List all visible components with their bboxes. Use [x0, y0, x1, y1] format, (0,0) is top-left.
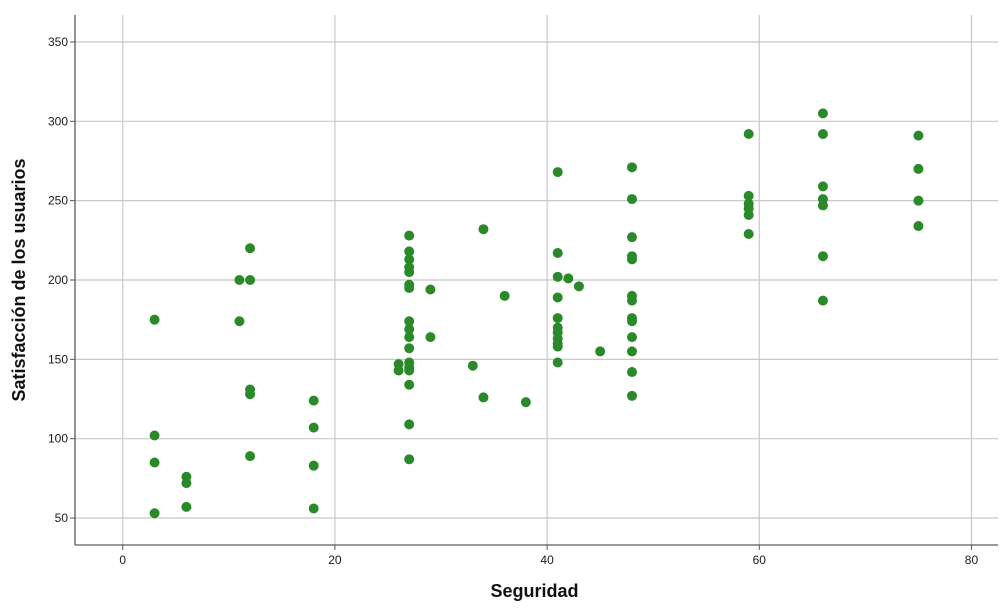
data-point	[245, 243, 256, 254]
data-point	[913, 195, 924, 206]
data-points	[149, 108, 924, 519]
data-point	[425, 284, 436, 295]
data-point	[626, 390, 637, 401]
x-axis-title: Seguridad	[490, 581, 578, 601]
data-point	[626, 232, 637, 243]
data-point	[626, 295, 637, 306]
y-axis-title: Satisfacción de los usuarios	[9, 158, 29, 401]
data-point	[308, 460, 319, 471]
data-point	[626, 346, 637, 357]
axes	[70, 15, 998, 550]
data-point	[404, 230, 415, 241]
data-point	[520, 397, 531, 408]
data-point	[308, 395, 319, 406]
data-point	[626, 194, 637, 205]
data-point	[595, 346, 606, 357]
data-point	[552, 248, 563, 259]
data-point	[817, 108, 828, 119]
data-point	[626, 367, 637, 378]
y-tick-label: 100	[48, 432, 68, 446]
data-point	[308, 422, 319, 433]
data-point	[552, 271, 563, 282]
data-point	[743, 209, 754, 220]
data-point	[817, 181, 828, 192]
data-point	[552, 341, 563, 352]
data-point	[149, 430, 160, 441]
data-point	[404, 282, 415, 293]
y-tick-label: 250	[48, 194, 68, 208]
data-point	[181, 478, 192, 489]
data-point	[626, 162, 637, 173]
data-point	[743, 129, 754, 140]
data-point	[743, 228, 754, 239]
data-point	[245, 389, 256, 400]
data-point	[467, 360, 478, 371]
data-point	[626, 254, 637, 265]
y-tick-label: 300	[48, 114, 68, 128]
data-point	[181, 501, 192, 512]
data-point	[404, 419, 415, 430]
data-point	[573, 281, 584, 292]
data-point	[404, 324, 415, 335]
data-point	[552, 167, 563, 178]
data-point	[404, 254, 415, 265]
y-tick-label: 150	[48, 352, 68, 366]
data-point	[552, 292, 563, 303]
data-point	[234, 316, 245, 327]
data-point	[913, 221, 924, 232]
data-point	[743, 190, 754, 201]
data-point	[404, 343, 415, 354]
data-point	[404, 316, 415, 327]
y-tick-label: 200	[48, 273, 68, 287]
x-tick-label: 0	[119, 553, 126, 567]
data-point	[626, 332, 637, 343]
data-point	[404, 365, 415, 376]
data-point	[626, 316, 637, 327]
data-point	[149, 314, 160, 325]
data-point	[817, 295, 828, 306]
data-point	[404, 454, 415, 465]
data-point	[913, 163, 924, 174]
data-point	[149, 457, 160, 468]
data-point	[404, 267, 415, 278]
data-point	[563, 273, 574, 284]
tick-labels: 0 20 40 60 80 50 100 150 200 250 300 350	[48, 35, 979, 567]
data-point	[478, 224, 489, 235]
data-point	[913, 130, 924, 141]
y-tick-label: 350	[48, 35, 68, 49]
x-tick-label: 40	[540, 553, 554, 567]
x-tick-label: 20	[328, 553, 342, 567]
data-point	[499, 290, 510, 301]
data-point	[552, 357, 563, 368]
x-tick-label: 60	[753, 553, 767, 567]
data-point	[245, 275, 256, 285]
data-point	[404, 379, 415, 390]
x-tick-label: 80	[965, 553, 979, 567]
data-point	[552, 313, 563, 324]
data-point	[308, 503, 319, 514]
data-point	[404, 246, 415, 257]
data-point	[149, 508, 160, 519]
data-point	[817, 251, 828, 262]
data-point	[245, 451, 256, 462]
data-point	[817, 129, 828, 140]
data-point	[425, 332, 436, 343]
data-point	[404, 332, 415, 343]
y-tick-label: 50	[55, 511, 69, 525]
data-point	[234, 275, 245, 285]
grid-lines	[75, 15, 998, 545]
data-point	[478, 392, 489, 403]
data-point	[393, 365, 404, 376]
data-point	[817, 200, 828, 211]
